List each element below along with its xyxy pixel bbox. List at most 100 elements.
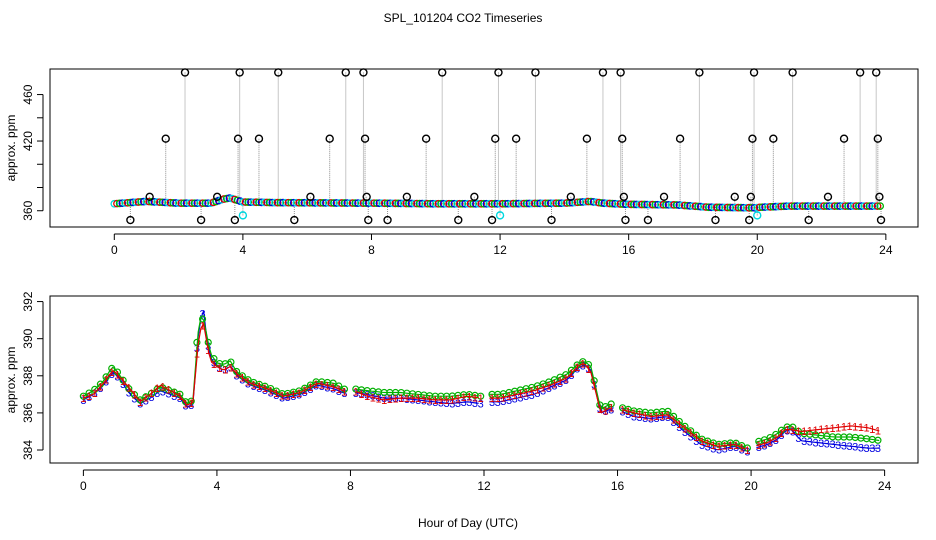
top-baseline-point	[110, 199, 119, 208]
bottom-series-point-3: 3	[319, 381, 325, 393]
top-baseline-point	[434, 199, 443, 208]
top-baseline-point	[482, 199, 491, 208]
bottom-series-point-3: 3	[86, 392, 92, 404]
top-outlier-point	[145, 192, 154, 201]
top-baseline-point	[777, 202, 785, 211]
top-baseline-point	[838, 202, 847, 210]
bottom-series-point-1: 1	[495, 393, 501, 405]
top-baseline-point	[640, 200, 649, 209]
top-baseline-point	[356, 199, 365, 207]
bottom-y-tick-label: 390	[21, 328, 35, 348]
top-baseline-point	[533, 199, 542, 208]
top-baseline-point	[252, 198, 261, 207]
bottom-series-point-1: 1	[591, 381, 597, 393]
top-baseline-point	[413, 199, 421, 208]
bottom-series-point-1: 1	[829, 423, 835, 435]
bottom-x-tick-label: 0	[80, 479, 87, 493]
bottom-series-point-1: 1	[534, 385, 540, 397]
bottom-series-point-2	[562, 371, 570, 379]
bottom-series-point-1: 1	[580, 359, 586, 371]
top-outlier-point	[643, 215, 653, 225]
bottom-series-point-1: 1	[739, 443, 745, 455]
top-outlier-point	[748, 134, 757, 143]
top-baseline-point	[388, 199, 397, 208]
bottom-series-point-3: 3	[478, 399, 484, 411]
bottom-series-point-3: 3	[165, 389, 171, 401]
bottom-series-point-1: 1	[200, 321, 206, 333]
bottom-series-point-1: 1	[80, 393, 86, 405]
top-baseline-point	[343, 199, 352, 207]
top-baseline-point	[485, 199, 494, 208]
top-baseline-point	[247, 198, 255, 207]
top-baseline-point	[407, 199, 416, 208]
top-baseline-point	[836, 202, 844, 210]
top-baseline-point	[198, 199, 207, 208]
top-baseline-point	[680, 201, 689, 210]
top-baseline-point	[790, 202, 799, 210]
bottom-series-point-1: 1	[126, 382, 132, 394]
bottom-series-point-3: 3	[699, 440, 705, 452]
top-outlier-point	[873, 134, 883, 143]
top-baseline-point	[292, 198, 301, 207]
top-baseline-point	[868, 202, 877, 210]
top-baseline-point	[201, 199, 210, 208]
top-outlier-point	[491, 134, 500, 143]
top-baseline-point	[383, 199, 392, 208]
bottom-series-point-1: 1	[869, 424, 875, 436]
bottom-series-point-3: 3	[523, 391, 529, 403]
top-baseline-point	[699, 202, 708, 211]
top-outlier-point	[769, 134, 778, 143]
bottom-series-point-1: 1	[602, 405, 608, 417]
bottom-series-point-1: 1	[455, 393, 461, 405]
bottom-series-point-1: 1	[557, 376, 563, 388]
bottom-series-point-1: 1	[103, 375, 109, 387]
top-baseline-point	[828, 202, 836, 210]
bottom-series-point-1: 1	[546, 381, 552, 393]
top-baseline-point	[319, 199, 328, 207]
top-baseline-point	[801, 202, 810, 210]
top-baseline-point	[241, 198, 250, 206]
top-baseline-series	[110, 194, 885, 212]
top-baseline-point	[538, 199, 547, 208]
top-outlier-point	[233, 134, 243, 143]
bottom-series-point-3: 3	[313, 381, 319, 393]
bottom-x-axis: 0 4 8 12 16 20 24	[80, 469, 892, 493]
bottom-series-point-1: 1	[631, 408, 637, 420]
bottom-series-point-1: 1	[427, 394, 433, 406]
top-outlier-point	[749, 68, 759, 77]
bottom-series-point-3: 3	[716, 445, 722, 457]
bottom-series-point-3: 3	[676, 422, 682, 434]
top-baseline-point	[415, 199, 424, 208]
top-baseline-point	[396, 199, 405, 208]
top-baseline-point	[121, 199, 129, 207]
top-baseline-point	[190, 199, 199, 208]
top-baseline-point	[461, 199, 469, 208]
bottom-y-tick-label: 388	[21, 365, 35, 385]
bottom-series-point-1: 1	[336, 384, 342, 396]
top-baseline-point	[204, 199, 212, 208]
top-baseline-point	[536, 199, 544, 208]
top-baseline-point	[787, 202, 796, 210]
bottom-series-point-1: 1	[461, 392, 467, 404]
top-baseline-point	[126, 198, 135, 207]
bottom-series-point-1: 1	[773, 433, 779, 445]
bottom-series-point-1: 1	[137, 397, 143, 409]
top-outlier-point	[494, 68, 503, 77]
top-baseline-point	[648, 200, 657, 209]
bottom-series-point-1: 1	[234, 369, 240, 381]
bottom-series-point-1: 1	[818, 424, 824, 436]
top-baseline-point	[876, 202, 885, 210]
top-baseline-point	[273, 198, 282, 207]
bottom-series-point-1: 1	[597, 404, 603, 416]
top-baseline-point	[123, 198, 132, 207]
top-baseline-point	[629, 200, 638, 209]
bottom-series-point-3: 3	[472, 398, 478, 410]
bottom-series-point-3: 3	[217, 363, 223, 375]
bottom-series-point-3: 3	[262, 385, 268, 397]
top-baseline-point	[860, 202, 868, 210]
bottom-series-point-3: 3	[529, 390, 535, 402]
bottom-series-point-3: 3	[733, 442, 739, 454]
bottom-series-point-3: 3	[500, 396, 506, 408]
top-baseline-point	[742, 203, 751, 212]
top-x-tick-label: 16	[622, 243, 636, 257]
